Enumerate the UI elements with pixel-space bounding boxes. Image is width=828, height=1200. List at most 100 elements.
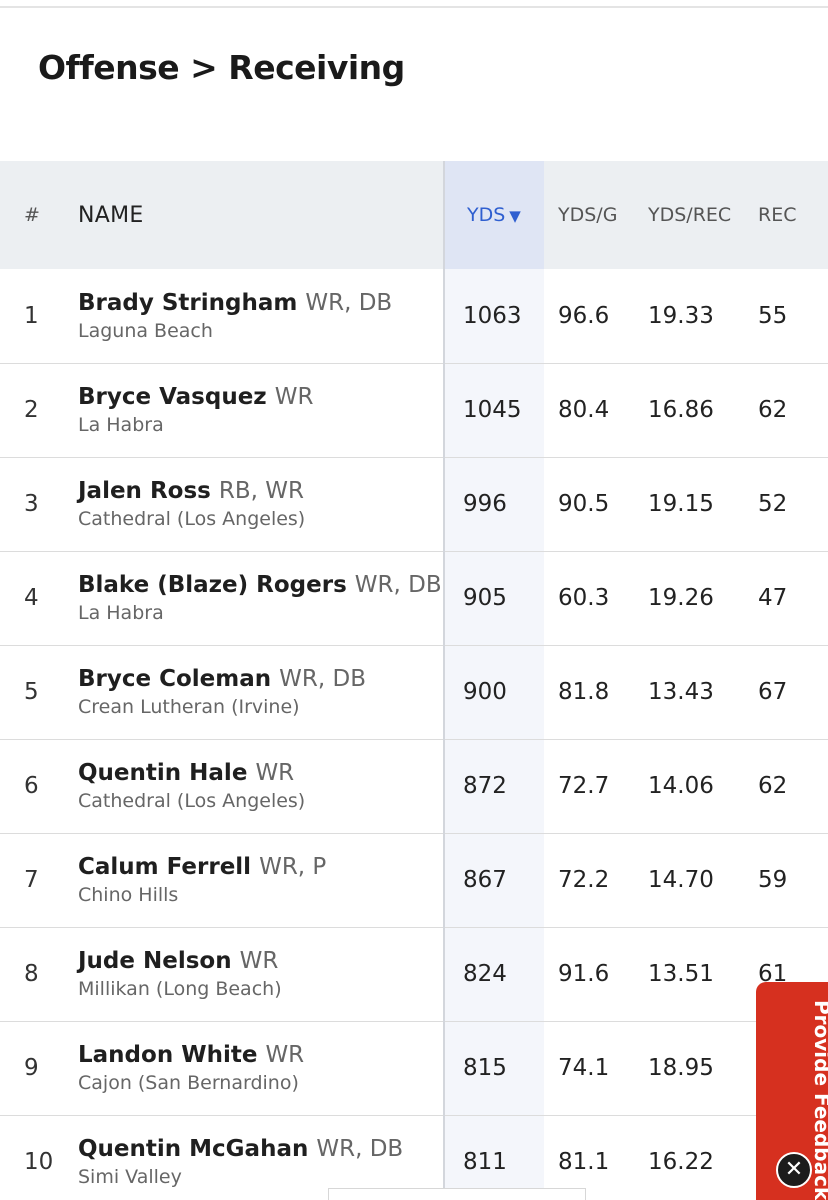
player-name-link[interactable]: Jude Nelson [78, 948, 232, 974]
name-column-header[interactable]: NAME [78, 202, 144, 228]
close-icon[interactable]: ✕ [776, 1152, 812, 1188]
player-cell: Jude Nelson WR Millikan (Long Beach) [78, 927, 444, 1021]
sort-descending-icon: ▼ [509, 207, 521, 225]
rank-cell: 1 [24, 302, 39, 329]
yds-per-game-column-header[interactable]: YDS/G [558, 204, 618, 226]
bottom-overlay-bar [328, 1188, 586, 1200]
yds-per-game-cell: 90.5 [558, 491, 610, 517]
rank-cell: 8 [24, 961, 39, 987]
player-name-link[interactable]: Quentin Hale [78, 760, 248, 786]
rec-column-header[interactable]: REC [758, 204, 797, 226]
player-position: WR [274, 384, 314, 410]
player-school-link[interactable]: Crean Lutheran (Irvine) [78, 696, 300, 718]
table-row[interactable]: 1 Brady Stringham WR, DB Laguna Beach 1063 9… [0, 269, 828, 363]
yds-per-rec-column-header[interactable]: YDS/REC [648, 204, 732, 226]
table-row[interactable]: 4 Blake (Blaze) Rogers WR, DB La Habra 905 6… [0, 551, 828, 645]
table-row[interactable]: 10 Quentin McGahan WR, DB Simi Valley 811 81… [0, 1115, 828, 1200]
rank-cell: 9 [24, 1055, 39, 1081]
player-cell: Bryce Vasquez WR La Habra [78, 363, 444, 457]
yds-cell: 905 [443, 551, 544, 645]
player-cell: Quentin McGahan WR, DB Simi Valley [78, 1115, 444, 1200]
player-name-link[interactable]: Quentin McGahan [78, 1136, 309, 1163]
player-position: WR, DB [279, 666, 366, 692]
yds-per-rec-cell: 16.22 [648, 1149, 714, 1176]
yds-per-rec-cell: 16.86 [648, 397, 714, 423]
rec-cell: 67 [758, 679, 788, 705]
yds-cell: 1063 [443, 269, 544, 363]
player-school-link[interactable]: Cajon (San Bernardino) [78, 1072, 299, 1094]
yds-per-rec-cell: 18.95 [648, 1055, 714, 1081]
yds-per-rec-cell: 14.06 [648, 773, 714, 799]
table-row[interactable]: 8 Jude Nelson WR Millikan (Long Beach) 824 9… [0, 927, 828, 1021]
player-position: WR, DB [354, 572, 442, 598]
rank-cell: 5 [24, 679, 39, 705]
player-name-link[interactable]: Calum Ferrell [78, 854, 252, 880]
player-cell: Landon White WR Cajon (San Bernardino) [78, 1021, 444, 1115]
player-school-link[interactable]: Cathedral (Los Angeles) [78, 790, 306, 812]
player-school-link[interactable]: Millikan (Long Beach) [78, 978, 282, 1000]
receiving-stats-table: # NAME YDS ▼ YDS/G YDS/REC REC 1 Brady Str… [0, 161, 828, 1200]
yds-cell: 872 [443, 739, 544, 833]
table-row[interactable]: 2 Bryce Vasquez WR La Habra 1045 80.4 16.86 62 [0, 363, 828, 457]
table-row[interactable]: 6 Quentin Hale WR Cathedral (Los Angeles) 8… [0, 739, 828, 833]
player-position: WR [239, 948, 279, 974]
yds-per-rec-cell: 13.43 [648, 679, 714, 705]
table-row[interactable]: 5 Bryce Coleman WR, DB Crean Lutheran (Irv… [0, 645, 828, 739]
rec-cell: 55 [758, 302, 788, 329]
player-school-link[interactable]: Laguna Beach [78, 319, 213, 342]
yds-per-rec-cell: 13.51 [648, 961, 714, 987]
yds-per-game-cell: 81.1 [558, 1149, 610, 1176]
yds-cell: 996 [443, 457, 544, 551]
player-name-link[interactable]: Blake (Blaze) Rogers [78, 572, 347, 598]
player-school-link[interactable]: Simi Valley [78, 1166, 182, 1189]
yds-per-rec-cell: 14.70 [648, 867, 714, 893]
player-name-link[interactable]: Bryce Coleman [78, 666, 272, 692]
player-name-link[interactable]: Landon White [78, 1042, 258, 1068]
player-cell: Bryce Coleman WR, DB Crean Lutheran (Irvi… [78, 645, 444, 739]
player-cell: Jalen Ross RB, WR Cathedral (Los Angeles) [78, 457, 444, 551]
table-header-row: # NAME YDS ▼ YDS/G YDS/REC REC [0, 161, 828, 269]
table-row[interactable]: 3 Jalen Ross RB, WR Cathedral (Los Angeles… [0, 457, 828, 551]
yds-per-rec-cell: 19.15 [648, 491, 714, 517]
rank-cell: 10 [24, 1149, 54, 1176]
rec-cell: 62 [758, 397, 788, 423]
player-name-link[interactable]: Bryce Vasquez [78, 384, 267, 410]
rank-column-header: # [24, 204, 40, 226]
yds-column-header[interactable]: YDS ▼ [443, 161, 544, 269]
rec-cell: 59 [758, 867, 788, 893]
player-name-link[interactable]: Jalen Ross [78, 478, 211, 504]
player-school-link[interactable]: Cathedral (Los Angeles) [78, 508, 306, 530]
provide-feedback-tab[interactable]: Provide Feedback ✕ [756, 982, 828, 1200]
player-position: WR [265, 1042, 305, 1068]
player-school-link[interactable]: La Habra [78, 414, 164, 436]
yds-per-game-cell: 72.2 [558, 867, 610, 893]
table-row[interactable]: 9 Landon White WR Cajon (San Bernardino) 81… [0, 1021, 828, 1115]
rec-cell: 47 [758, 585, 788, 611]
yds-per-game-cell: 60.3 [558, 585, 610, 611]
yds-per-game-cell: 80.4 [558, 397, 610, 423]
player-school-link[interactable]: Chino Hills [78, 884, 179, 906]
table-row[interactable]: 7 Calum Ferrell WR, P Chino Hills 867 72.2 14… [0, 833, 828, 927]
rank-cell: 2 [24, 397, 39, 423]
player-school-link[interactable]: La Habra [78, 602, 164, 624]
yds-per-game-cell: 72.7 [558, 773, 610, 799]
yds-cell: 811 [443, 1115, 544, 1200]
player-position: WR, P [259, 854, 327, 880]
player-position: RB, WR [218, 478, 304, 504]
player-cell: Quentin Hale WR Cathedral (Los Angeles) [78, 739, 444, 833]
rank-cell: 7 [24, 867, 39, 893]
player-cell: Blake (Blaze) Rogers WR, DB La Habra [78, 551, 444, 645]
yds-cell: 900 [443, 645, 544, 739]
player-position: WR, DB [316, 1136, 404, 1163]
rec-cell: 52 [758, 491, 788, 517]
player-position: WR [255, 760, 295, 786]
top-divider [0, 6, 828, 8]
yds-cell: 824 [443, 927, 544, 1021]
player-name-link[interactable]: Brady Stringham [78, 289, 298, 316]
yds-per-game-cell: 74.1 [558, 1055, 610, 1081]
yds-cell: 867 [443, 833, 544, 927]
rank-cell: 4 [24, 585, 39, 611]
player-position: WR, DB [305, 289, 393, 316]
rec-cell: 62 [758, 773, 788, 799]
feedback-label: Provide Feedback [810, 1000, 828, 1200]
